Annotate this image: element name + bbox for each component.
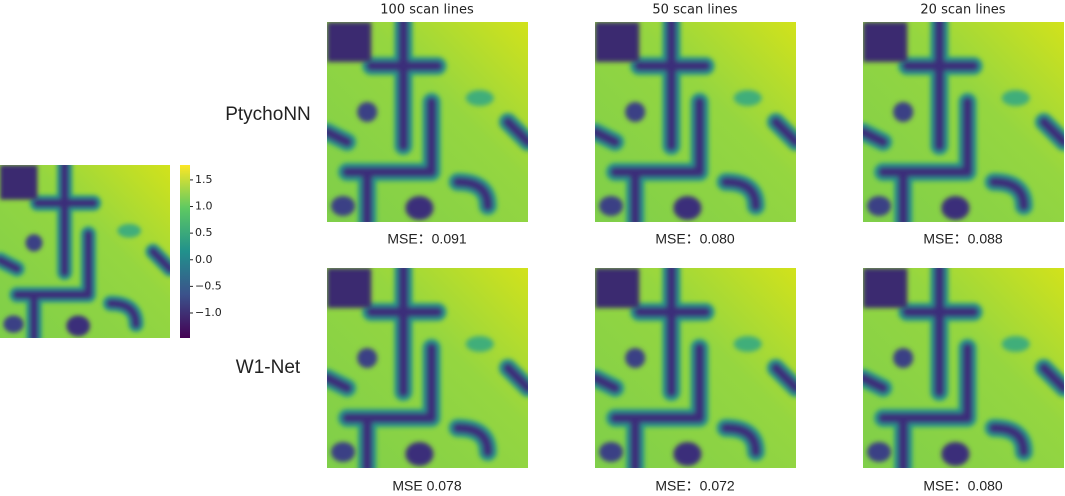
result-image (327, 22, 528, 222)
colorbar-tick-label: −1.0 (195, 306, 222, 319)
colorbar-tick-label: 0.0 (195, 253, 213, 266)
result-image (595, 268, 796, 468)
row-label: PtychoNN (225, 104, 311, 125)
colorbar-tick-label: −0.5 (195, 279, 222, 292)
column-header: 20 scan lines (920, 3, 1005, 18)
colorbar (180, 165, 190, 338)
ground-truth-image (0, 165, 170, 338)
result-image (327, 268, 528, 468)
mse-label: MSE：0.091 (387, 231, 467, 247)
colorbar-tick-label: 0.5 (195, 226, 213, 239)
mse-label: MSE 0.078 (392, 478, 461, 494)
row-label: W1-Net (236, 357, 301, 378)
colorbar-tick-label: 1.0 (195, 200, 213, 213)
mse-label: MSE：0.080 (655, 231, 735, 247)
colorbar-tick-label: 1.5 (195, 173, 213, 186)
mse-label: MSE：0.072 (655, 478, 735, 494)
colorbar-ticks: 1.5 1.0 0.5 0.0 −0.5 −1.0 (190, 173, 222, 319)
result-image (863, 268, 1064, 468)
result-image (863, 22, 1064, 222)
mse-label: MSE：0.080 (923, 478, 1003, 494)
result-image (595, 22, 796, 222)
column-header: 100 scan lines (380, 3, 474, 18)
mse-label: MSE：0.088 (923, 231, 1003, 247)
column-header: 50 scan lines (652, 3, 737, 18)
